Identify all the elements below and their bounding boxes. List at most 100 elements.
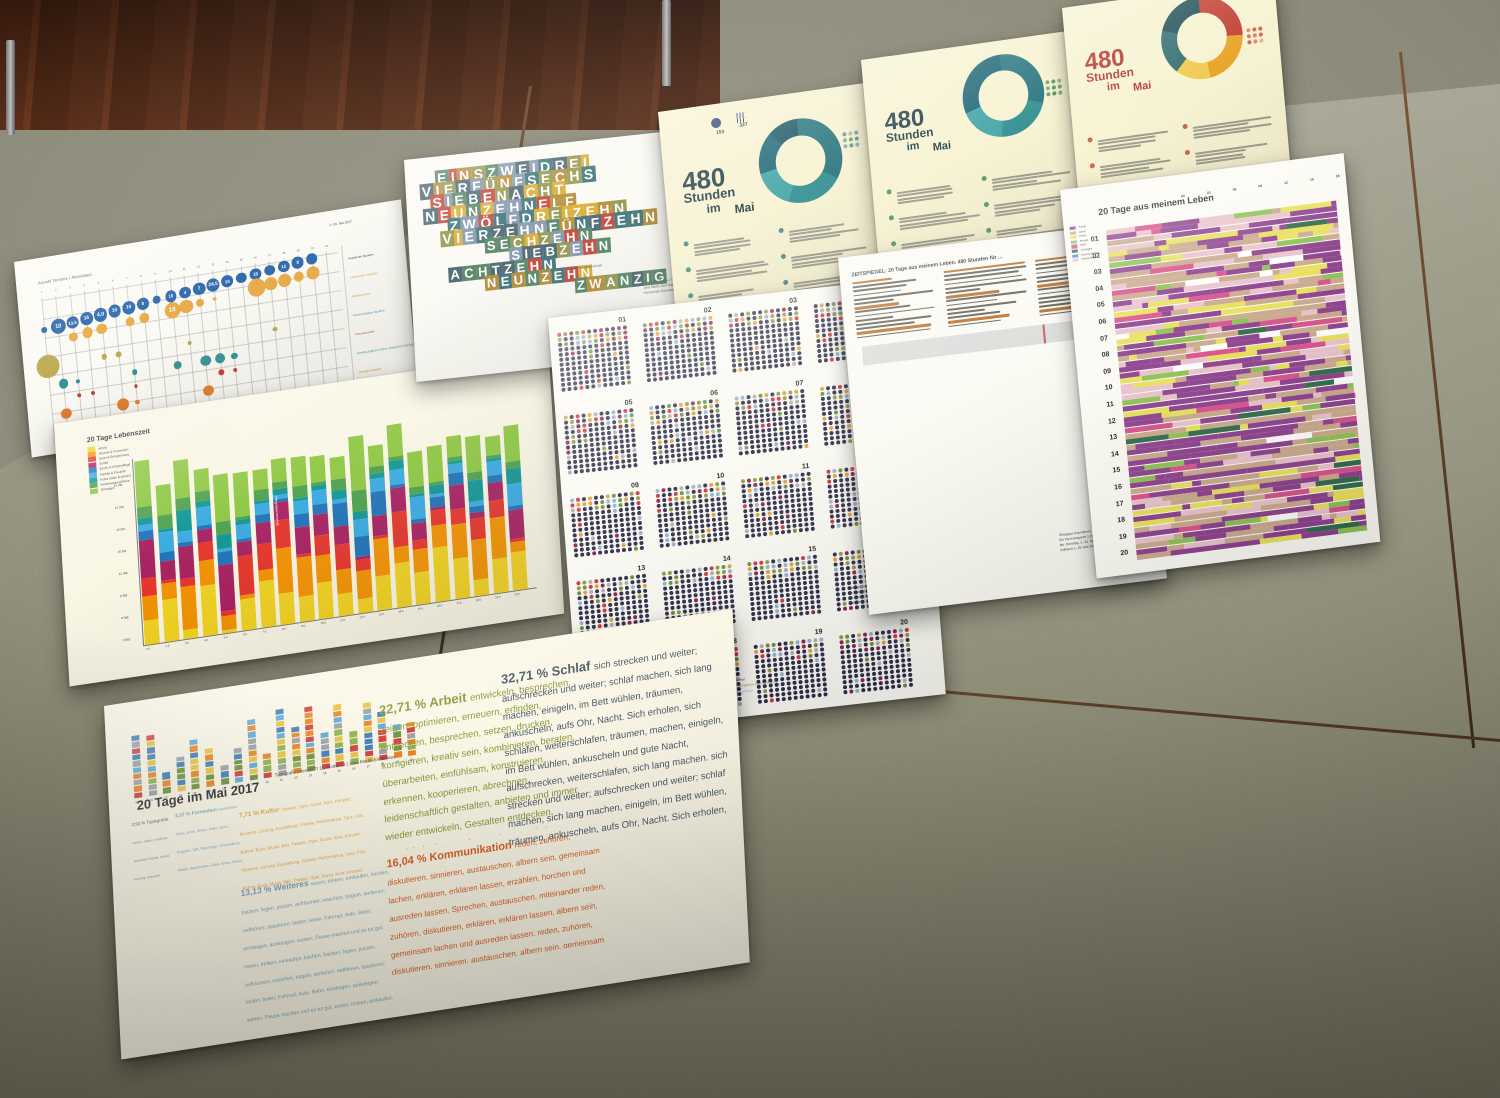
dot-cell [806,555,812,560]
table-leg-right [662,0,671,86]
dot-cell [760,580,765,585]
dot-cell [747,414,753,420]
dot-cell [845,560,850,566]
bar-segment [213,473,231,523]
dot-cell [593,417,599,422]
dot-cell [778,499,783,505]
dot-cell [669,590,674,596]
dot-cell [655,415,661,420]
dot-cell [741,327,746,332]
bubble-x-tick: 12 [197,265,201,269]
dot-cell [626,532,631,537]
dot-cell [768,526,773,531]
dot-cell [759,644,764,649]
dot-cell [766,658,771,663]
dot-cell [736,347,742,353]
numeral-letter: E [498,272,513,290]
dot-cell [697,493,703,499]
table-leg-left [6,40,15,135]
dot-cell [832,468,837,474]
dot-cell [597,540,602,545]
dot-cell [871,671,877,677]
dot-cell [731,358,736,363]
dot-cell [721,569,727,575]
dot-cell [712,606,717,611]
dot-cell [744,445,749,450]
numeral-letter: S [581,165,597,184]
dot-cell [630,506,635,511]
dot-cell [673,339,679,345]
icon-dot [1252,33,1258,38]
dot-cell [835,587,840,592]
dot-cell [687,436,692,442]
dot-cell [660,321,665,326]
bar-segment [336,568,353,595]
dot-cell [635,574,641,579]
section-bullet [1089,162,1096,169]
dot-cell [829,430,834,436]
dot-cell [581,418,587,423]
dot-cell [820,396,825,402]
dot-cell [715,408,720,413]
dot-cell [680,505,686,511]
dot-cell [737,431,742,436]
dot-cell [864,652,869,657]
dot-cell [720,481,726,486]
bar-segment [353,535,370,558]
dot-cell [782,390,787,396]
dot-cell [795,488,800,493]
dot-cell [668,428,674,434]
dot-cell [644,613,650,619]
dot-cell [699,587,704,592]
bubble-x-tick: 14 [225,260,229,265]
dot-cell [773,515,779,521]
dot-cell [840,655,845,660]
dot-cell [782,317,787,322]
dot-cell [666,325,672,330]
dot-day-block [839,627,914,695]
dot-cell [741,337,747,342]
dot-cell [624,507,630,512]
dot-cell [744,528,749,534]
dot-cell [608,450,613,456]
dot-cell [632,452,637,458]
dot-cell [700,602,705,607]
dot-cell [583,600,589,605]
dot-cell [765,486,770,491]
dot-cell [813,569,819,574]
dot-cell [609,460,614,466]
dot-cell [703,414,709,420]
dot-cell [809,595,815,600]
dot-cell [592,551,597,556]
dot-cell [765,643,770,648]
dot-cell [846,413,851,419]
dot-cell [765,324,770,329]
dot-cell [591,619,596,625]
x-axis-tick: 5.5. [223,635,229,640]
bar-segment [178,544,195,579]
dot-cell [761,668,766,674]
dot-cell [747,326,752,331]
x-axis-tick: 3.5. [184,641,190,646]
dot-cell [674,585,680,590]
dot-cell [686,426,691,432]
dot-cell [864,647,869,652]
dot-cell [614,371,619,376]
dot-day-label: 06 [709,389,719,398]
dot-cell [688,451,693,457]
dot-cell [572,538,578,543]
dot-cell [693,598,699,603]
dot-cell [789,645,795,651]
dot-cell [783,410,788,416]
dot-cell [837,384,843,390]
dot-cell [827,327,832,332]
dot-cell [749,351,754,356]
dot-cell [657,513,662,519]
dot-cell [690,401,696,406]
dot-cell [585,625,590,630]
dot-cell [785,666,790,671]
dot-cell [773,667,778,673]
dot-cell [855,688,860,694]
dot-cell [785,587,790,593]
dot-cell [719,536,724,542]
